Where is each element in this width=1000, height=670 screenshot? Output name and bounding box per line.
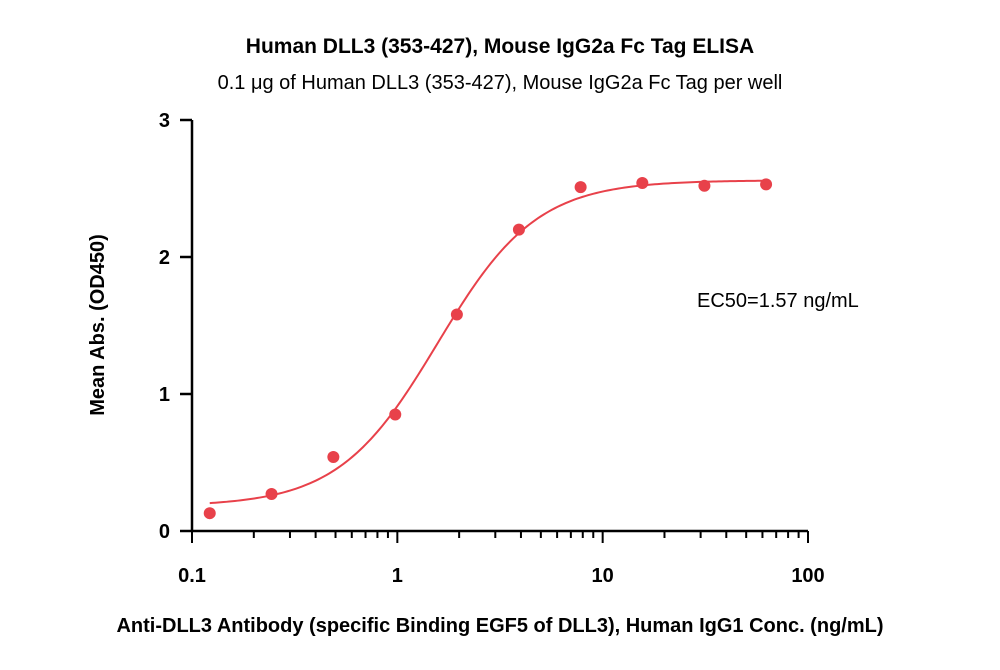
ec50-annotation: EC50=1.57 ng/mL: [697, 290, 859, 312]
data-point: [327, 451, 340, 464]
y-axis-label: Mean Abs. (OD450): [87, 234, 109, 416]
data-point: [203, 507, 216, 520]
x-tick-label: 0.1: [178, 565, 206, 587]
y-tick-label: 2: [159, 247, 170, 269]
x-tick-label: 100: [791, 565, 824, 587]
data-point: [760, 178, 773, 191]
data-point: [698, 179, 711, 192]
ticks: 0 1 2 3 0.1 1 10 100: [159, 110, 825, 587]
x-tick-label: 1: [392, 565, 403, 587]
y-tick-label: 3: [159, 110, 170, 132]
data-point: [512, 223, 525, 236]
data-point: [450, 308, 463, 321]
x-axis-label: Anti-DLL3 Antibody (specific Binding EGF…: [116, 615, 883, 637]
chart-subtitle: 0.1 μg of Human DLL3 (353-427), Mouse Ig…: [218, 72, 783, 94]
data-points: [203, 177, 773, 520]
y-tick-label: 1: [159, 384, 170, 406]
data-point: [636, 177, 649, 190]
data-point: [389, 408, 402, 421]
axes: [190, 120, 808, 533]
x-tick-label: 10: [592, 565, 614, 587]
chart-title: Human DLL3 (353-427), Mouse IgG2a Fc Tag…: [246, 35, 754, 58]
fit-curve: [209, 179, 767, 505]
data-point: [265, 488, 278, 501]
y-tick-label: 0: [159, 521, 170, 543]
data-point: [574, 181, 587, 194]
